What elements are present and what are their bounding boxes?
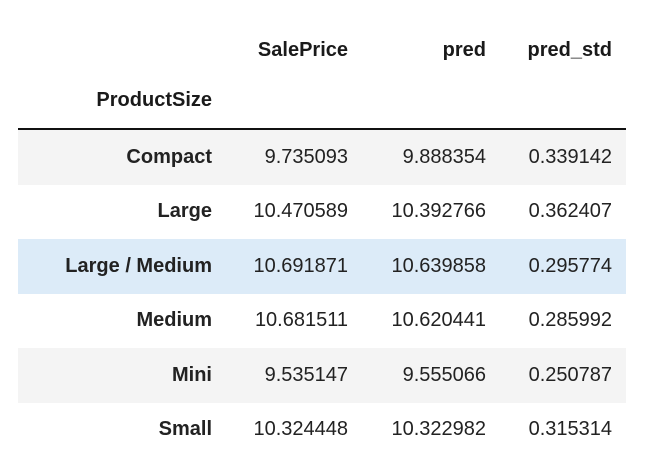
column-header-row: SalePrice pred pred_std xyxy=(18,28,626,72)
pred-cell: 10.322982 xyxy=(391,418,486,441)
table-row: Compact 9.735093 9.888354 0.339142 xyxy=(18,130,626,185)
table-row: Small 10.324448 10.322982 0.315314 xyxy=(18,403,626,458)
pred-cell: 10.392766 xyxy=(391,200,486,223)
pred-std-cell: 0.362407 xyxy=(528,200,612,223)
pred-std-cell: 0.315314 xyxy=(528,418,612,441)
saleprice-cell: 10.681511 xyxy=(254,309,348,332)
table-row: Medium 10.681511 10.620441 0.285992 xyxy=(18,294,626,349)
row-index-label: Large xyxy=(157,200,212,223)
row-index-label: Small xyxy=(158,418,212,441)
saleprice-cell: 10.324448 xyxy=(253,418,348,441)
row-index-label: Mini xyxy=(172,363,212,386)
pred-std-cell: 0.295774 xyxy=(528,254,612,277)
row-index-label: Large / Medium xyxy=(65,254,212,277)
table-row: Mini 9.535147 9.555066 0.250787 xyxy=(18,348,626,403)
pred-std-cell: 0.250787 xyxy=(528,363,612,386)
index-name-header: ProductSize xyxy=(96,88,212,111)
row-index-label: Medium xyxy=(136,309,212,332)
pred-cell: 10.620441 xyxy=(391,309,486,332)
header-divider xyxy=(18,128,626,130)
pred-cell: 9.888354 xyxy=(402,145,486,168)
pred-std-cell: 0.339142 xyxy=(528,145,612,168)
saleprice-cell: 10.691871 xyxy=(253,254,348,277)
saleprice-cell: 9.735093 xyxy=(264,145,348,168)
dataframe-table: SalePrice pred pred_std ProductSize Comp… xyxy=(18,28,626,457)
row-index-label: Compact xyxy=(126,145,212,168)
table-row: Large 10.470589 10.392766 0.362407 xyxy=(18,185,626,240)
table-row-highlighted: Large / Medium 10.691871 10.639858 0.295… xyxy=(18,239,626,294)
pred-cell: 9.555066 xyxy=(402,363,486,386)
pred-cell: 10.639858 xyxy=(391,254,486,277)
saleprice-cell: 9.535147 xyxy=(264,363,348,386)
column-header-pred: pred xyxy=(442,38,486,61)
column-header-pred-std: pred_std xyxy=(527,38,612,61)
pred-std-cell: 0.285992 xyxy=(528,309,612,332)
index-header-row: ProductSize xyxy=(18,72,626,128)
saleprice-cell: 10.470589 xyxy=(253,200,348,223)
column-header-saleprice: SalePrice xyxy=(257,38,348,61)
